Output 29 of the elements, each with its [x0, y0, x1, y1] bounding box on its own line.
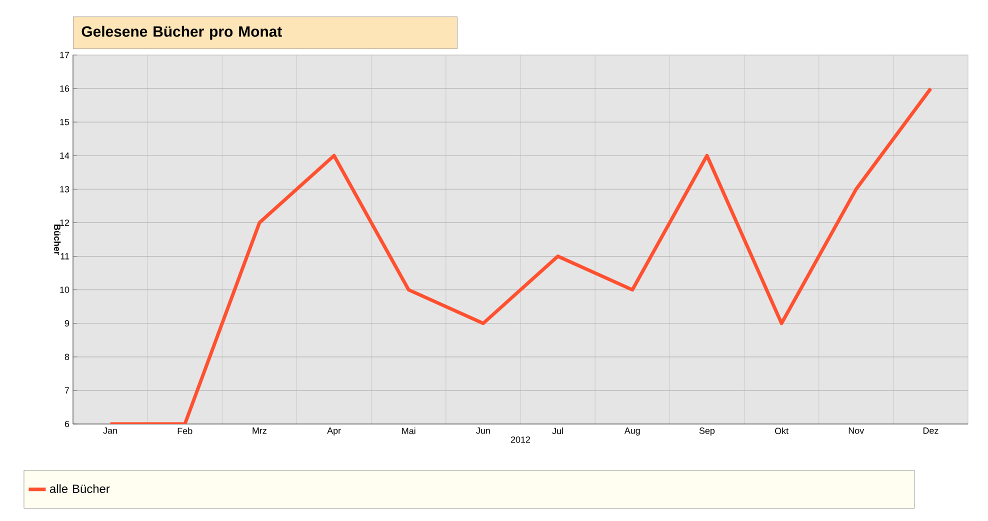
y-tick-label: 11	[60, 253, 70, 260]
x-tick-label: Mrz	[252, 428, 266, 434]
x-tick-label: Sep	[699, 428, 715, 436]
chart-title: Gelesene Bücher pro Monat	[82, 26, 282, 40]
y-tick-label: 17	[60, 52, 70, 58]
y-tick-label: 6	[64, 420, 70, 428]
x-tick-label: Okt	[775, 428, 788, 434]
legend-label: alle Bücher	[50, 484, 110, 494]
x-tick-label: Nov	[848, 428, 864, 434]
y-axis-title: Bücher	[54, 224, 61, 255]
y-tick-label: 8	[64, 354, 70, 360]
x-tick-label: Dez	[923, 428, 938, 434]
x-tick-label: Jan	[103, 428, 117, 434]
y-tick-label: 7	[64, 387, 70, 394]
y-tick-label: 15	[60, 118, 70, 126]
x-tick-label: Aug	[624, 428, 640, 436]
y-tick-label: 13	[60, 186, 70, 192]
x-tick-label: Apr	[327, 428, 341, 436]
x-tick-label: Mai	[402, 428, 416, 434]
y-tick-label: 16	[60, 85, 70, 92]
y-tick-label: 10	[60, 286, 70, 293]
x-tick-label: Jun	[476, 428, 490, 434]
y-tick-label: 14	[60, 152, 70, 159]
x-axis-title: 2012	[510, 436, 530, 443]
line-series	[108, 86, 932, 424]
y-tick-label: 12	[60, 220, 70, 226]
x-tick-label: Jul	[552, 428, 563, 434]
x-tick-label: Feb	[178, 428, 192, 434]
y-tick-label: 9	[64, 320, 70, 327]
